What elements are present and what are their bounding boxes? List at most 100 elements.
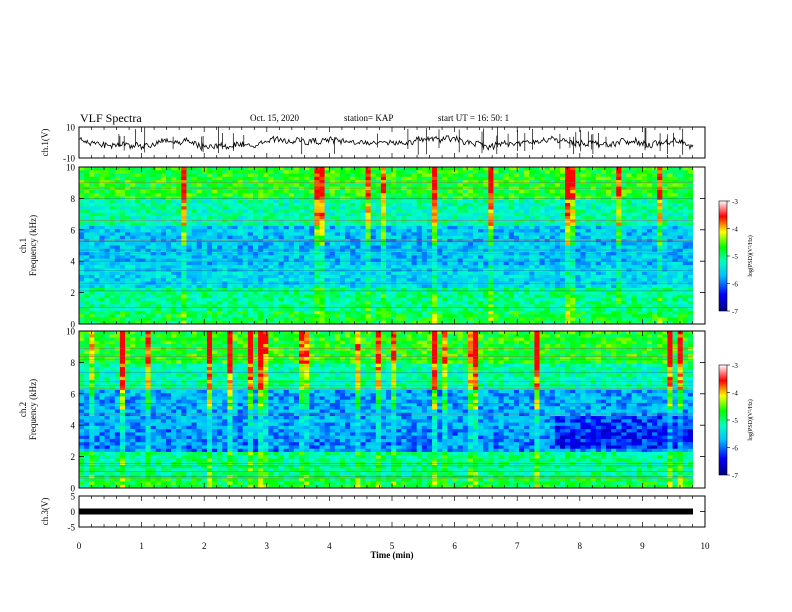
spectrogram-cell <box>575 193 581 197</box>
spectrogram-cell <box>252 206 259 210</box>
spectrogram-cell <box>201 274 208 279</box>
spectrogram-cell <box>237 183 244 188</box>
spectrogram-cell <box>258 284 264 289</box>
spectrogram-cell <box>529 225 535 230</box>
spectrogram-cell <box>687 202 694 207</box>
spectrogram-cell <box>600 189 607 194</box>
spectrogram-cell <box>416 294 423 299</box>
spectrogram-cell <box>391 186 397 191</box>
spectrogram-cell <box>570 261 576 266</box>
spectrogram-cell <box>529 219 535 223</box>
spectrogram-cell <box>432 301 438 305</box>
spectrogram-cell <box>667 222 673 227</box>
spectrogram-cell <box>590 278 597 282</box>
spectrogram-cell <box>631 235 638 240</box>
spectrogram-cell <box>130 212 136 217</box>
spectrogram-cell <box>411 232 418 237</box>
spectrogram-cell <box>539 212 546 217</box>
spectrogram-cell <box>201 206 208 210</box>
spectrogram-cell <box>616 216 622 220</box>
spectrogram-cell <box>682 219 689 223</box>
spectrogram-cell <box>672 265 679 269</box>
spectrogram-cell <box>437 196 443 201</box>
spectrogram-cell <box>503 271 510 276</box>
spectrogram-cell <box>314 265 320 269</box>
spectrogram-cell <box>488 248 494 253</box>
spectrogram-cell <box>212 288 218 292</box>
spectrogram-cell <box>524 180 530 184</box>
spectrogram-cell <box>641 288 648 292</box>
spectrogram-cell <box>217 284 223 289</box>
spectrogram-cell <box>662 265 668 269</box>
spectrogram-cell <box>309 265 315 269</box>
spectrogram-cell <box>529 255 535 259</box>
spectrogram-cell <box>329 202 336 207</box>
spectrogram-cell <box>606 222 612 227</box>
spectrogram-cell <box>432 271 438 276</box>
spectrogram-cell <box>247 229 254 233</box>
spectrogram-cell <box>447 284 453 289</box>
spectrogram-cell <box>386 271 392 276</box>
spectrogram-cell <box>447 248 453 253</box>
spectrogram-cell <box>595 258 602 263</box>
spectrogram-cell <box>498 170 505 174</box>
spectrogram-cell <box>462 212 469 217</box>
spectrogram-cell <box>396 176 402 181</box>
spectrogram-cell <box>345 167 351 171</box>
spectrogram-cell <box>493 209 499 214</box>
spectrogram-cell <box>519 206 525 210</box>
spectrogram-cell <box>452 284 459 289</box>
spectrogram-cell <box>585 212 592 217</box>
spectrogram-cell <box>575 274 581 279</box>
spectrogram-cell <box>524 229 530 233</box>
spectrogram-cell <box>150 242 157 246</box>
spectrogram-cell <box>237 271 244 276</box>
spectrogram-cell <box>585 167 592 171</box>
spectrogram-cell <box>268 212 274 217</box>
spectrogram-cell <box>263 170 269 174</box>
spectrogram-cell <box>206 232 213 237</box>
spectrogram-cell <box>687 222 694 227</box>
spectrogram-cell <box>396 297 402 302</box>
spectrogram-cell <box>595 183 602 188</box>
spectrogram-cell <box>293 167 300 171</box>
spectrogram-cell <box>84 225 90 230</box>
spectrogram-cell <box>600 173 607 178</box>
spectrogram-cell <box>150 271 157 276</box>
spectrogram-cell <box>595 242 602 246</box>
spectrogram-cell <box>150 209 157 214</box>
spectrogram-cell <box>595 212 602 217</box>
spectrogram-cell <box>426 261 433 266</box>
spectrogram-cell <box>201 173 208 178</box>
spectrogram-cell <box>171 294 177 299</box>
spectrogram-cell <box>570 232 576 237</box>
spectrogram-cell <box>386 193 392 197</box>
spectrogram-cell <box>503 274 510 279</box>
spectrogram-cell <box>89 301 95 305</box>
spectrogram-cell <box>217 167 223 171</box>
spectrogram-cell <box>196 167 203 171</box>
spectrogram-cell <box>575 232 581 237</box>
spectrogram-cell <box>621 219 627 223</box>
spectrogram-cell <box>626 255 632 259</box>
spectrogram-cell <box>171 291 177 295</box>
spectrogram-cell <box>242 274 249 279</box>
spectrogram-cell <box>278 232 285 237</box>
spectrogram-cell <box>437 245 443 250</box>
spectrogram-cell <box>314 248 320 253</box>
spectrogram-cell <box>258 170 264 174</box>
spectrogram-cell <box>559 274 566 279</box>
spectrogram-cell <box>288 196 295 201</box>
spectrogram-cell <box>130 219 136 223</box>
spectrogram-cell <box>426 219 433 223</box>
spectrogram-cell <box>611 216 617 220</box>
spectrogram-cell <box>677 222 684 227</box>
spectrogram-cell <box>252 202 259 207</box>
spectrogram-cell <box>595 173 602 178</box>
spectrogram-cell <box>529 206 535 210</box>
spectrogram-cell <box>334 265 341 269</box>
spectrogram-cell <box>171 274 177 279</box>
spectrogram-cell <box>616 248 622 253</box>
spectrogram-cell <box>600 183 607 188</box>
spectrogram-cell <box>324 265 331 269</box>
